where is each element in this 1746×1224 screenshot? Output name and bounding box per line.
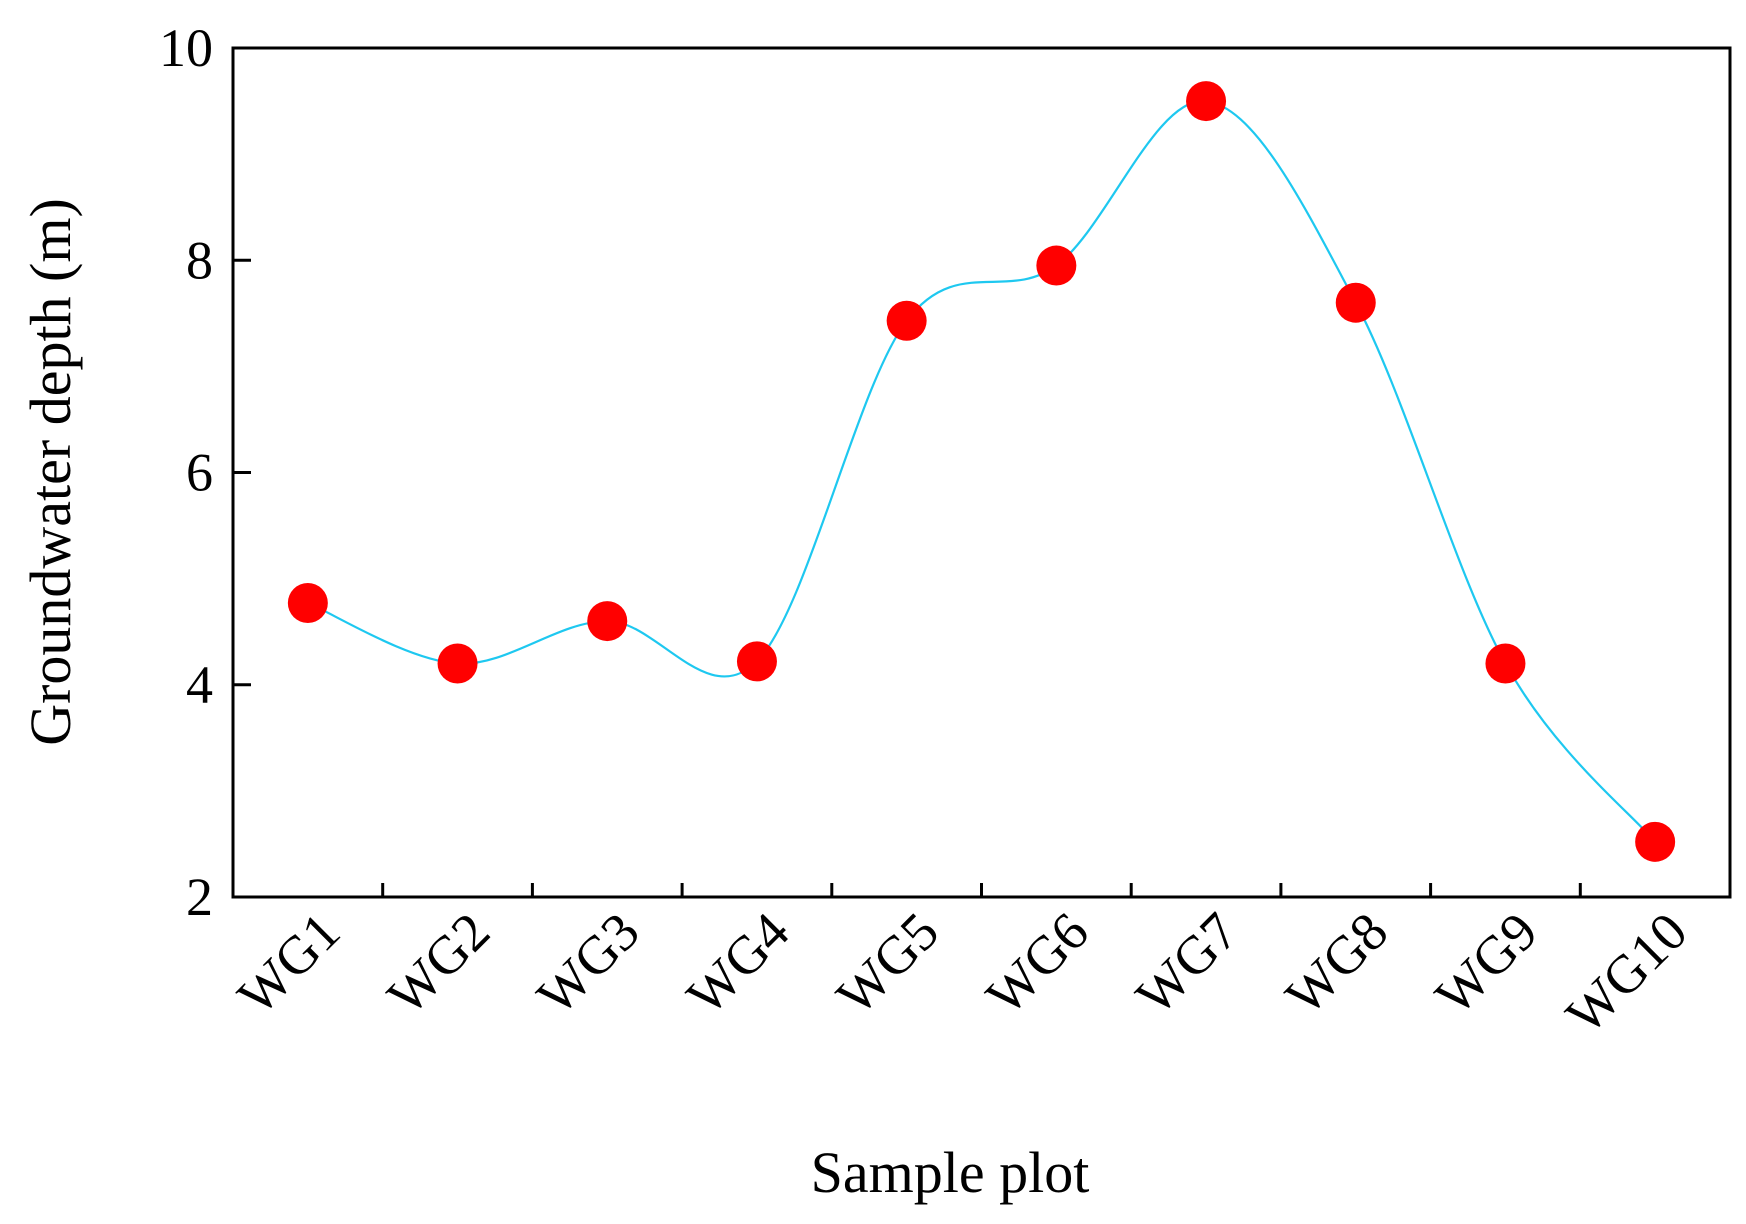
x-axis-title: Sample plot [811, 1140, 1090, 1205]
data-point [1635, 821, 1676, 862]
data-point [886, 300, 927, 341]
data-point [1036, 245, 1077, 286]
x-tick-label: WG8 [1274, 901, 1399, 1026]
y-tick-label: 10 [159, 18, 213, 78]
y-tick-label: 2 [186, 867, 213, 927]
data-point [1335, 282, 1376, 323]
x-tick-label: WG2 [376, 901, 501, 1026]
x-tick-label: WG5 [825, 901, 950, 1026]
data-point [437, 643, 478, 684]
x-axis-ticks: WG1 WG2 WG3 WG4 WG5 WG6 WG7 WG8 WG9 WG10 [226, 883, 1699, 1045]
y-tick-label: 4 [186, 655, 213, 715]
x-tick-label: WG10 [1554, 901, 1698, 1045]
y-tick-label: 8 [186, 230, 213, 290]
x-tick-label: WG6 [975, 901, 1100, 1026]
x-tick-label: WG4 [675, 901, 800, 1026]
x-tick-label: WG7 [1124, 901, 1249, 1026]
data-point [1485, 643, 1526, 684]
x-tick-label: WG3 [526, 901, 651, 1026]
data-point [736, 641, 777, 682]
y-tick-label: 6 [186, 443, 213, 503]
x-tick-label: WG1 [226, 901, 351, 1026]
y-axis-ticks: 2 4 6 8 10 [159, 18, 251, 927]
series-layer [287, 81, 1676, 862]
data-point [587, 601, 628, 642]
y-axis-title: Groundwater depth (m) [18, 198, 83, 746]
x-tick-label: WG9 [1424, 901, 1549, 1026]
series-line [307, 99, 1656, 843]
data-point [1186, 81, 1227, 122]
data-point [287, 583, 328, 624]
plot-frame [231, 46, 1732, 899]
